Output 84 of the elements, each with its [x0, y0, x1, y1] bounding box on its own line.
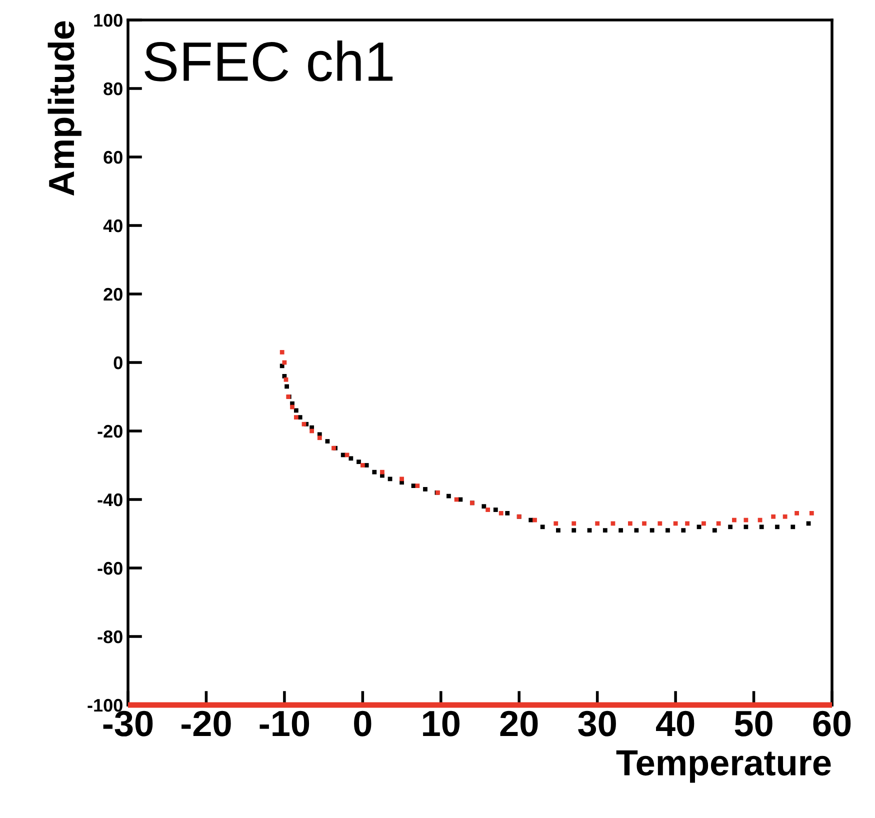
point [356, 460, 361, 464]
point [685, 521, 690, 526]
point [284, 377, 288, 382]
point [794, 511, 799, 516]
y-tick-label: 100 [94, 14, 122, 27]
point [317, 436, 322, 440]
point [628, 521, 632, 526]
point [348, 456, 354, 461]
point [681, 528, 686, 533]
point [775, 524, 780, 530]
point [732, 518, 736, 522]
point [325, 439, 330, 444]
point [493, 508, 498, 512]
point [423, 487, 428, 492]
point [771, 514, 776, 519]
point [482, 504, 486, 509]
point [505, 511, 510, 516]
point [634, 528, 639, 533]
y-tick-label: -80 [98, 630, 122, 644]
point [666, 528, 670, 533]
point [415, 484, 420, 488]
point [446, 494, 451, 498]
point [587, 528, 592, 533]
point [298, 415, 302, 420]
y-tick-label: 80 [104, 82, 122, 96]
point [696, 524, 702, 530]
point [658, 521, 662, 526]
point [556, 528, 560, 533]
point [642, 521, 646, 526]
point [618, 528, 623, 533]
y-tick-label: -40 [98, 493, 122, 506]
x-tick-label: 20 [500, 710, 538, 736]
point [790, 524, 796, 530]
point [400, 476, 404, 482]
y-tick-label: 40 [103, 219, 122, 232]
x-tick-label: -30 [103, 710, 153, 736]
point [282, 360, 287, 365]
x-tick-label: 50 [734, 710, 772, 736]
point [782, 514, 788, 519]
point [650, 528, 654, 533]
point [728, 524, 733, 530]
x-tick-label: 60 [813, 710, 851, 736]
point [360, 463, 365, 468]
y-axis-title: Amplitude [48, 21, 82, 196]
point [572, 528, 576, 533]
point [716, 521, 721, 526]
y-tick-label: -60 [98, 562, 122, 575]
x-tick-label: 0 [354, 710, 372, 736]
y-tick-label: 0 [114, 356, 122, 370]
x-axis-title: Temperature [616, 750, 831, 783]
point [280, 350, 284, 354]
point [540, 524, 545, 530]
point [554, 521, 558, 526]
annotation: SFEC ch1 [144, 40, 393, 82]
point [486, 508, 490, 512]
point [595, 521, 600, 526]
point [364, 463, 369, 468]
x-tick-label: 40 [656, 710, 694, 736]
point [702, 521, 706, 526]
x-tick-label: 10 [423, 710, 460, 736]
point [572, 521, 576, 526]
y-tick-label: 20 [104, 288, 122, 301]
x-tick-label: 30 [578, 710, 616, 736]
point [290, 404, 294, 410]
point [712, 528, 717, 533]
point [498, 511, 504, 516]
x-tick-label: -10 [260, 710, 310, 736]
point [759, 524, 764, 530]
point [380, 470, 384, 474]
point [532, 518, 537, 522]
point [294, 415, 298, 420]
point [302, 422, 306, 426]
point [294, 408, 298, 413]
y-tick-label: -20 [98, 424, 122, 438]
point [602, 528, 608, 533]
y-tick-label: -100 [88, 698, 122, 712]
point [809, 511, 814, 516]
x-tick-label: -20 [182, 710, 231, 736]
point [284, 384, 289, 389]
point [744, 524, 748, 530]
y-tick-label: 60 [104, 150, 122, 164]
point [310, 428, 314, 434]
point [372, 470, 377, 474]
point [673, 521, 678, 526]
